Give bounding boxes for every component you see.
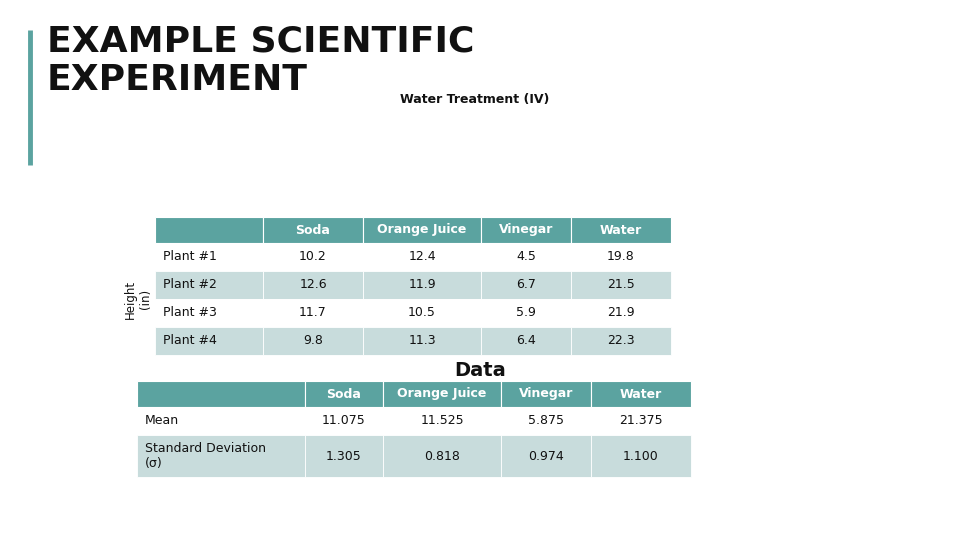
Text: 11.7: 11.7	[300, 307, 326, 320]
Bar	[155, 217, 263, 243]
Bar	[363, 327, 481, 355]
Bar	[263, 243, 363, 271]
Bar	[155, 271, 263, 299]
Text: 5.875: 5.875	[528, 415, 564, 428]
Text: EXAMPLE SCIENTIFIC: EXAMPLE SCIENTIFIC	[47, 25, 474, 59]
Bar	[363, 243, 481, 271]
Bar	[305, 435, 383, 477]
Text: Height
(in): Height (in)	[124, 279, 152, 319]
Text: 1.305: 1.305	[326, 449, 362, 462]
Bar	[591, 435, 691, 477]
Text: Water: Water	[600, 224, 642, 237]
Text: Vinegar: Vinegar	[499, 224, 553, 237]
Bar	[481, 271, 571, 299]
Text: Mean: Mean	[145, 415, 180, 428]
Text: 9.8: 9.8	[303, 334, 323, 348]
Text: Plant #4: Plant #4	[163, 334, 217, 348]
Bar	[263, 271, 363, 299]
Text: EXPERIMENT: EXPERIMENT	[47, 63, 308, 97]
Text: 6.7: 6.7	[516, 279, 536, 292]
Bar	[481, 243, 571, 271]
Bar	[501, 435, 591, 477]
Text: Data: Data	[454, 361, 506, 380]
Bar	[155, 299, 263, 327]
Bar	[571, 217, 671, 243]
Bar	[155, 327, 263, 355]
Text: 11.3: 11.3	[408, 334, 436, 348]
Bar	[571, 299, 671, 327]
Bar	[501, 381, 591, 407]
Text: 21.375: 21.375	[619, 415, 662, 428]
Text: 0.818: 0.818	[424, 449, 460, 462]
Text: 4.5: 4.5	[516, 251, 536, 264]
Text: Plant #1: Plant #1	[163, 251, 217, 264]
Bar	[571, 327, 671, 355]
Bar	[305, 407, 383, 435]
Text: Water Treatment (IV): Water Treatment (IV)	[400, 93, 549, 106]
Text: Soda: Soda	[326, 388, 361, 401]
Text: Orange Juice: Orange Juice	[397, 388, 487, 401]
Bar	[383, 407, 501, 435]
Bar	[137, 435, 305, 477]
Text: 0.974: 0.974	[528, 449, 564, 462]
Bar	[501, 407, 591, 435]
Text: Orange Juice: Orange Juice	[377, 224, 467, 237]
Text: 12.4: 12.4	[408, 251, 436, 264]
Bar	[571, 271, 671, 299]
Bar	[263, 217, 363, 243]
Bar	[363, 217, 481, 243]
Bar	[155, 243, 263, 271]
Text: 12.6: 12.6	[300, 279, 326, 292]
Bar	[591, 407, 691, 435]
Text: Plant #3: Plant #3	[163, 307, 217, 320]
Bar	[481, 299, 571, 327]
Text: 11.9: 11.9	[408, 279, 436, 292]
Bar	[571, 243, 671, 271]
Text: Plant #2: Plant #2	[163, 279, 217, 292]
Bar	[263, 327, 363, 355]
Text: 1.100: 1.100	[623, 449, 659, 462]
Text: Standard Deviation
(σ): Standard Deviation (σ)	[145, 442, 266, 470]
Text: 10.5: 10.5	[408, 307, 436, 320]
Text: 11.525: 11.525	[420, 415, 464, 428]
Bar	[481, 217, 571, 243]
Bar	[137, 381, 305, 407]
Text: Vinegar: Vinegar	[518, 388, 573, 401]
Text: 5.9: 5.9	[516, 307, 536, 320]
Text: 11.075: 11.075	[323, 415, 366, 428]
Bar	[363, 299, 481, 327]
Bar	[481, 327, 571, 355]
Text: Soda: Soda	[296, 224, 330, 237]
Bar	[363, 271, 481, 299]
Text: Water: Water	[620, 388, 662, 401]
Bar	[383, 435, 501, 477]
Text: 21.5: 21.5	[607, 279, 635, 292]
Bar	[263, 299, 363, 327]
Bar	[305, 381, 383, 407]
Text: 22.3: 22.3	[607, 334, 635, 348]
Bar	[137, 407, 305, 435]
Text: 19.8: 19.8	[607, 251, 635, 264]
Bar	[591, 381, 691, 407]
Text: 10.2: 10.2	[300, 251, 326, 264]
Text: 6.4: 6.4	[516, 334, 536, 348]
Bar	[383, 381, 501, 407]
Text: 21.9: 21.9	[607, 307, 635, 320]
